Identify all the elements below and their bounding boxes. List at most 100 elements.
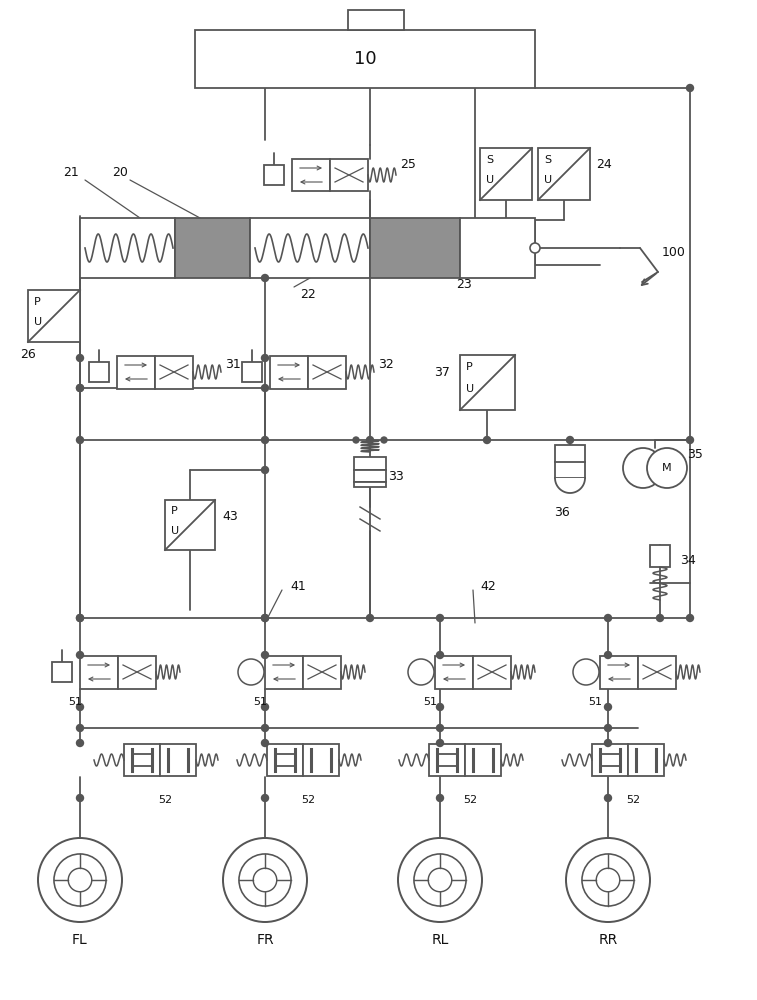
- Bar: [354, 457, 386, 470]
- Bar: [124, 744, 160, 776]
- Text: U: U: [486, 175, 494, 185]
- Bar: [330, 159, 368, 191]
- Text: 20: 20: [112, 166, 128, 180]
- Text: 32: 32: [378, 358, 394, 370]
- Circle shape: [437, 614, 444, 621]
- Circle shape: [437, 652, 444, 658]
- Circle shape: [76, 384, 83, 391]
- Circle shape: [76, 794, 83, 802]
- Bar: [538, 148, 590, 200]
- Text: 26: 26: [20, 349, 36, 361]
- Text: 43: 43: [222, 510, 238, 524]
- Circle shape: [76, 724, 83, 732]
- Bar: [117, 356, 155, 389]
- Text: 42: 42: [480, 580, 496, 593]
- Text: P: P: [466, 362, 473, 372]
- Bar: [600, 656, 638, 689]
- Text: 51: 51: [588, 697, 602, 707]
- Circle shape: [54, 854, 106, 906]
- Bar: [638, 656, 676, 689]
- Circle shape: [566, 838, 650, 922]
- Text: 33: 33: [388, 471, 403, 484]
- Circle shape: [238, 659, 264, 685]
- Text: 52: 52: [626, 795, 640, 805]
- Text: FL: FL: [72, 933, 88, 947]
- Text: 21: 21: [63, 166, 79, 180]
- Bar: [250, 218, 370, 278]
- Bar: [480, 148, 532, 200]
- Text: 22: 22: [300, 288, 316, 300]
- Bar: [155, 356, 193, 389]
- Bar: [460, 218, 535, 278]
- Circle shape: [605, 704, 612, 710]
- Text: 51: 51: [68, 697, 82, 707]
- Text: RR: RR: [598, 933, 618, 947]
- Text: M: M: [662, 463, 671, 473]
- Circle shape: [687, 614, 693, 621]
- Bar: [592, 744, 628, 776]
- Text: RL: RL: [431, 933, 449, 947]
- Bar: [264, 165, 284, 185]
- Text: 41: 41: [290, 580, 306, 593]
- Circle shape: [605, 794, 612, 802]
- Text: 34: 34: [680, 554, 696, 566]
- Circle shape: [381, 437, 387, 443]
- Circle shape: [437, 724, 444, 732]
- Circle shape: [261, 466, 269, 474]
- Circle shape: [597, 868, 620, 892]
- Circle shape: [530, 243, 540, 253]
- Bar: [628, 744, 664, 776]
- Circle shape: [428, 868, 452, 892]
- Bar: [175, 218, 250, 278]
- Text: S: S: [544, 155, 551, 165]
- Bar: [650, 545, 670, 567]
- Circle shape: [484, 436, 491, 444]
- Bar: [429, 744, 465, 776]
- Circle shape: [398, 838, 482, 922]
- Circle shape: [414, 854, 466, 906]
- Text: U: U: [34, 317, 42, 327]
- Circle shape: [261, 614, 269, 621]
- Text: 25: 25: [400, 158, 416, 172]
- Bar: [89, 362, 109, 382]
- Circle shape: [68, 868, 92, 892]
- Circle shape: [437, 794, 444, 802]
- Circle shape: [623, 448, 663, 488]
- Circle shape: [261, 436, 269, 444]
- Circle shape: [566, 436, 574, 444]
- Circle shape: [408, 659, 434, 685]
- Circle shape: [687, 85, 693, 92]
- Bar: [160, 744, 196, 776]
- Bar: [28, 290, 80, 342]
- Circle shape: [261, 274, 269, 282]
- Circle shape: [76, 704, 83, 710]
- Text: 52: 52: [301, 795, 315, 805]
- Circle shape: [76, 384, 83, 391]
- Circle shape: [76, 614, 83, 621]
- Text: 35: 35: [687, 448, 703, 462]
- Circle shape: [353, 437, 359, 443]
- Bar: [354, 470, 386, 482]
- Circle shape: [605, 614, 612, 621]
- Bar: [303, 656, 341, 689]
- Bar: [303, 744, 339, 776]
- Circle shape: [647, 448, 687, 488]
- Circle shape: [76, 355, 83, 361]
- Circle shape: [261, 740, 269, 746]
- Circle shape: [76, 740, 83, 746]
- Text: 10: 10: [354, 50, 376, 68]
- Bar: [118, 656, 156, 689]
- Bar: [354, 482, 386, 487]
- Circle shape: [38, 838, 122, 922]
- Circle shape: [582, 854, 634, 906]
- Text: P: P: [171, 506, 178, 516]
- Circle shape: [437, 704, 444, 710]
- Text: 36: 36: [554, 506, 570, 520]
- Bar: [465, 744, 501, 776]
- Bar: [242, 362, 262, 382]
- Text: 23: 23: [456, 278, 472, 292]
- Bar: [52, 662, 72, 682]
- Circle shape: [605, 740, 612, 746]
- Circle shape: [76, 614, 83, 621]
- Bar: [80, 656, 118, 689]
